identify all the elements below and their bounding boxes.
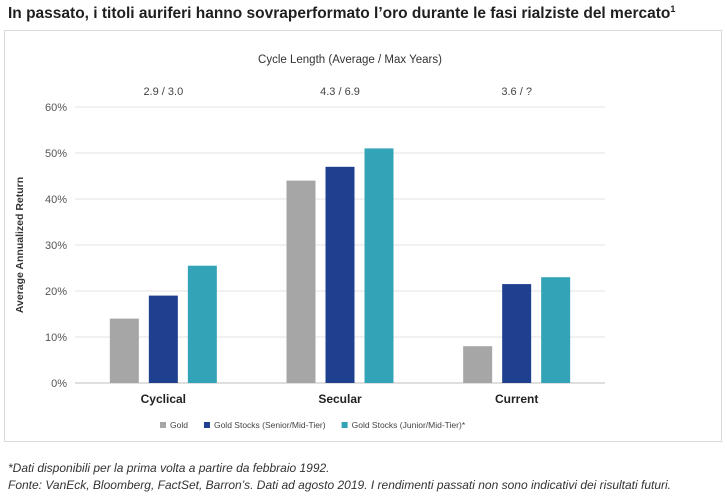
bar-current-series-1 [502,284,532,383]
bar-current-series-0 [463,346,493,383]
x-category-label: Secular [318,392,362,406]
y-tick-label: 40% [45,194,67,206]
headline-text: In passato, i titoli auriferi hanno sovr… [8,5,671,23]
legend-label-1: Gold Stocks (Senior/Mid-Tier) [214,420,326,430]
footnote-source: Fonte: VanEck, Bloomberg, FactSet, Barro… [8,478,672,492]
legend-swatch-1 [203,422,210,428]
bar-current-series-2 [541,277,571,383]
bar-cyclical-series-2 [187,265,217,383]
bar-cyclical-series-1 [148,295,178,383]
chart-frame [4,30,722,442]
headline-footnote-marker: 1 [670,4,676,14]
cycle-length-label: 2.9 / 3.0 [143,86,183,98]
x-category-label: Cyclical [141,392,186,406]
bar-secular-series-0 [286,180,316,383]
chart-title: Cycle Length (Average / Max Years) [258,54,442,66]
cycle-length-label: 3.6 / ? [501,86,532,98]
x-category-label: Current [495,392,538,406]
y-tick-label: 10% [45,332,67,344]
bar-cyclical-series-0 [109,318,139,383]
cycle-length-label: 4.3 / 6.9 [320,86,360,98]
y-tick-label: 50% [45,148,67,160]
y-tick-label: 60% [45,102,67,114]
bar-secular-series-1 [325,166,355,383]
bar-chart: Cycle Length (Average / Max Years) 0% 10% 2… [14,54,605,430]
bar-secular-series-2 [364,148,394,383]
y-tick-label: 20% [45,286,67,298]
legend-swatch-2 [341,422,348,428]
legend-label-0: Gold [170,420,188,430]
page-title: In passato, i titoli auriferi hanno sovr… [8,4,724,23]
legend-label-2: Gold Stocks (Junior/Mid-Tier)* [352,420,466,430]
y-axis-label: Average Annualized Return [14,177,26,313]
legend-swatch-0 [160,422,166,428]
y-tick-label: 0% [51,378,67,390]
footnote-data-availability: *Dati disponibili per la prima volta a p… [8,461,330,475]
y-tick-label: 30% [45,240,67,252]
